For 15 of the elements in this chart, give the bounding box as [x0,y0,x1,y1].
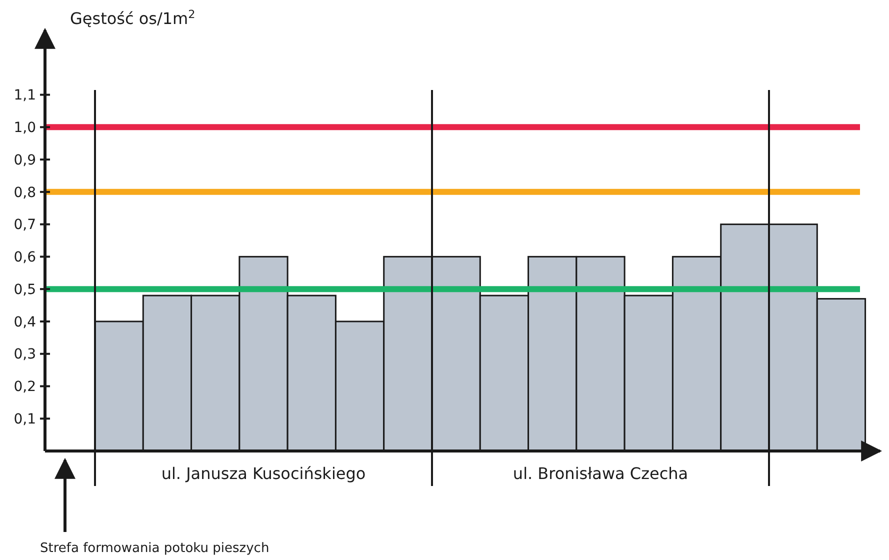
y-tick-label: 1,0 [14,120,36,136]
text: ul. Bronisława Czecha [512,464,688,483]
text: Strefa formowania potoku pieszych [40,541,270,556]
y-tick-label: 0,1 [14,412,36,428]
y-tick-label: 0,2 [14,379,36,396]
y-tick-label: 0,7 [14,217,36,234]
y-tick-label: 0,6 [14,250,36,266]
y-tick-label: 0,3 [14,346,36,363]
y-axis-title: Gęstość os/1m$^{2}$ [70,8,196,28]
y-tick-label: 0,9 [14,152,36,168]
y-tick-label: 0,8 [14,184,36,201]
text: ul. Janusza Kusocińskiego [161,464,366,483]
y-tick-label: 1,1 [14,88,36,104]
y-tick-label: 0,5 [14,282,36,298]
y-tick-label: 0,4 [14,314,36,330]
